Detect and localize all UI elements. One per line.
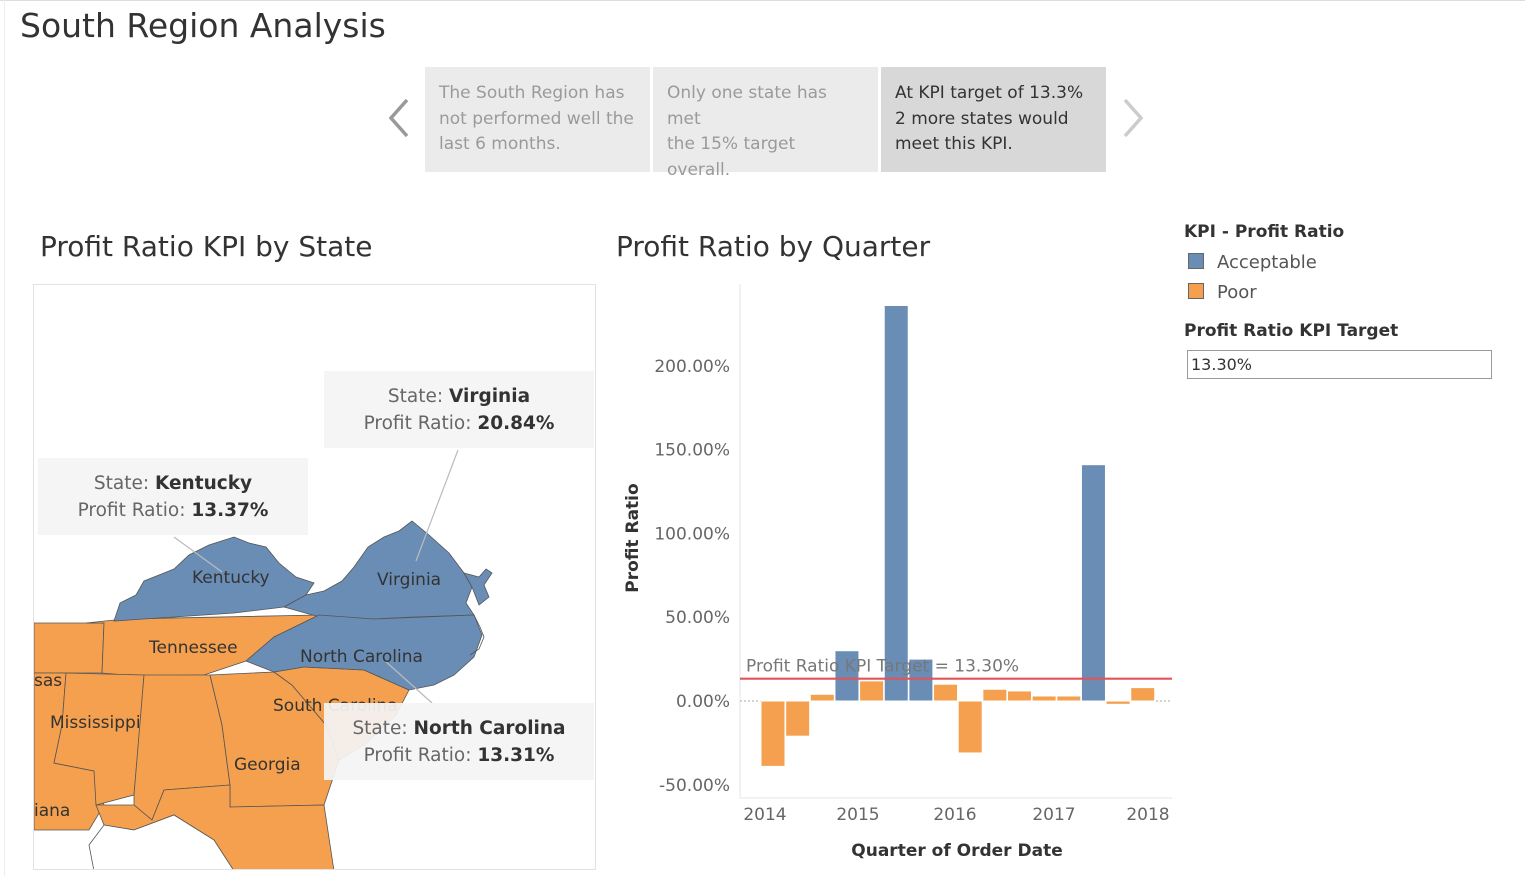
profit-ratio-chart[interactable]: -50.00% 0.00% 50.00% 100.00% 150.00% 200.00% 2… xyxy=(610,270,1190,870)
tooltip-ratio: 13.37% xyxy=(191,500,269,521)
tooltip-north-carolina: State: North Carolina Profit Ratio: 13.3… xyxy=(324,703,594,780)
state-map[interactable]: Kentucky Virginia Tennessee North Caroli… xyxy=(33,284,596,870)
kpi-target-line-label: Profit Ratio KPI Target = 13.30% xyxy=(746,657,1019,677)
bar-2016-q3[interactable] xyxy=(1007,690,1032,702)
legend-label: Acceptable xyxy=(1217,252,1317,273)
x-tick-label: 2016 xyxy=(933,805,976,825)
state-label-north-carolina: North Carolina xyxy=(300,647,423,667)
state-label-arkansas: sas xyxy=(34,671,63,691)
page-title: South Region Analysis xyxy=(20,6,386,45)
legend-swatch-acceptable xyxy=(1188,253,1204,269)
state-north-carolina[interactable] xyxy=(245,614,483,691)
chevron-left-icon xyxy=(388,98,409,138)
story-point-1[interactable]: The South Region has not performed well … xyxy=(425,67,650,172)
tooltip-state-label: State: xyxy=(352,718,408,739)
state-label-virginia: Virginia xyxy=(377,570,442,590)
bar-2017-q4[interactable] xyxy=(1130,687,1156,702)
bar-2017-q1[interactable] xyxy=(1056,695,1082,702)
bar-2016-q4[interactable] xyxy=(1031,695,1057,702)
story-point-2[interactable]: Only one state has met the 15% target ov… xyxy=(653,67,878,180)
story-point-1-line: The South Region has xyxy=(439,83,625,103)
state-label-georgia: Georgia xyxy=(234,755,301,775)
chevron-right-icon xyxy=(1123,98,1144,138)
tooltip-ratio: 13.31% xyxy=(477,745,555,766)
y-tick-label: 100.00% xyxy=(654,524,730,544)
story-next-button[interactable] xyxy=(1112,92,1152,144)
tooltip-state: Virginia xyxy=(449,386,531,407)
story-point-3[interactable]: At KPI target of 13.3% 2 more states wou… xyxy=(881,67,1106,172)
map-title: Profit Ratio KPI by State xyxy=(40,230,373,263)
tooltip-state: Kentucky xyxy=(155,473,253,494)
y-tick-label: 0.00% xyxy=(676,692,730,712)
tooltip-state-label: State: xyxy=(387,386,444,407)
story-point-2-line: Only one state has met xyxy=(667,83,827,129)
tooltip-ratio: 20.84% xyxy=(477,413,555,434)
north-carolina-tooltip-pointer xyxy=(383,659,433,704)
state-arkansas[interactable] xyxy=(34,622,105,674)
state-label-louisiana: iana xyxy=(34,801,71,821)
state-label-tennessee: Tennessee xyxy=(149,638,238,658)
bar-2015-q2[interactable] xyxy=(883,304,909,702)
parameter-title: Profit Ratio KPI Target xyxy=(1184,321,1399,341)
bar-2015-q3[interactable] xyxy=(908,658,934,702)
bar-2015-q4[interactable] xyxy=(933,683,959,702)
x-tick-label: 2017 xyxy=(1032,805,1075,825)
legend-swatch-poor xyxy=(1188,283,1204,299)
coast-outline xyxy=(469,614,485,656)
tooltip-ratio-label: Profit Ratio: xyxy=(363,413,472,434)
x-tick-label: 2018 xyxy=(1126,805,1169,825)
bar-2014-q1[interactable] xyxy=(760,700,786,767)
story-point-3-line: At KPI target of 13.3% xyxy=(895,83,1084,103)
story-prev-button[interactable] xyxy=(380,92,420,144)
story-point-2-line: overall. xyxy=(667,159,731,180)
tooltip-kentucky: State: Kentucky Profit Ratio: 13.37% xyxy=(38,458,308,535)
tooltip-ratio-label: Profit Ratio: xyxy=(77,500,186,521)
chesapeake-coast xyxy=(463,568,493,606)
y-tick-label: -50.00% xyxy=(659,776,730,796)
top-border xyxy=(0,0,1525,1)
legend-title: KPI - Profit Ratio xyxy=(1184,222,1345,242)
left-border xyxy=(4,0,5,876)
story-point-3-line: 2 more states would xyxy=(895,108,1069,129)
y-tick-label: 200.00% xyxy=(654,357,730,377)
state-tennessee[interactable] xyxy=(85,614,320,677)
bar-2017-q2[interactable] xyxy=(1080,464,1106,702)
x-tick-label: 2015 xyxy=(836,805,879,825)
tooltip-state-label: State: xyxy=(93,473,150,494)
tooltip-state: North Carolina xyxy=(413,718,566,739)
story-point-3-line: meet this KPI. xyxy=(895,134,1013,154)
virginia-tooltip-pointer xyxy=(415,449,459,562)
chart-title: Profit Ratio by Quarter xyxy=(616,230,931,263)
bar-2014-q4[interactable] xyxy=(834,650,860,702)
chart-xlabel: Quarter of Order Date xyxy=(851,841,1062,861)
y-tick-label: 150.00% xyxy=(654,441,730,461)
story-point-1-line: not performed well the xyxy=(439,108,634,129)
bar-2017-q3[interactable] xyxy=(1105,700,1131,705)
state-label-kentucky: Kentucky xyxy=(192,568,270,588)
bar-2016-q2[interactable] xyxy=(982,688,1008,702)
kentucky-tooltip-pointer xyxy=(173,536,223,573)
chart-ylabel: Profit Ratio xyxy=(623,483,643,592)
bar-2014-q3[interactable] xyxy=(809,693,835,702)
y-tick-label: 50.00% xyxy=(665,608,730,628)
tooltip-virginia: State: Virginia Profit Ratio: 20.84% xyxy=(324,371,594,448)
gulf-water xyxy=(88,814,234,869)
x-tick-label: 2014 xyxy=(743,805,786,825)
story-point-2-line: the 15% target xyxy=(667,134,796,154)
kpi-target-input[interactable] xyxy=(1187,350,1492,379)
bar-2015-q1[interactable] xyxy=(859,680,885,702)
legend-label: Poor xyxy=(1217,282,1257,303)
bar-2016-q1[interactable] xyxy=(957,700,983,754)
bar-2014-q2[interactable] xyxy=(785,700,811,737)
story-point-1-line: last 6 months. xyxy=(439,134,561,154)
state-label-mississippi: Mississippi xyxy=(50,713,141,733)
tooltip-ratio-label: Profit Ratio: xyxy=(363,745,472,766)
